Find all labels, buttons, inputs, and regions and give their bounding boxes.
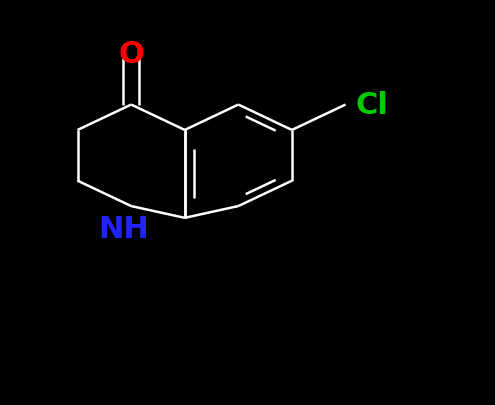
Text: Cl: Cl [355,91,388,120]
Text: NH: NH [99,214,149,243]
Text: O: O [118,40,144,69]
